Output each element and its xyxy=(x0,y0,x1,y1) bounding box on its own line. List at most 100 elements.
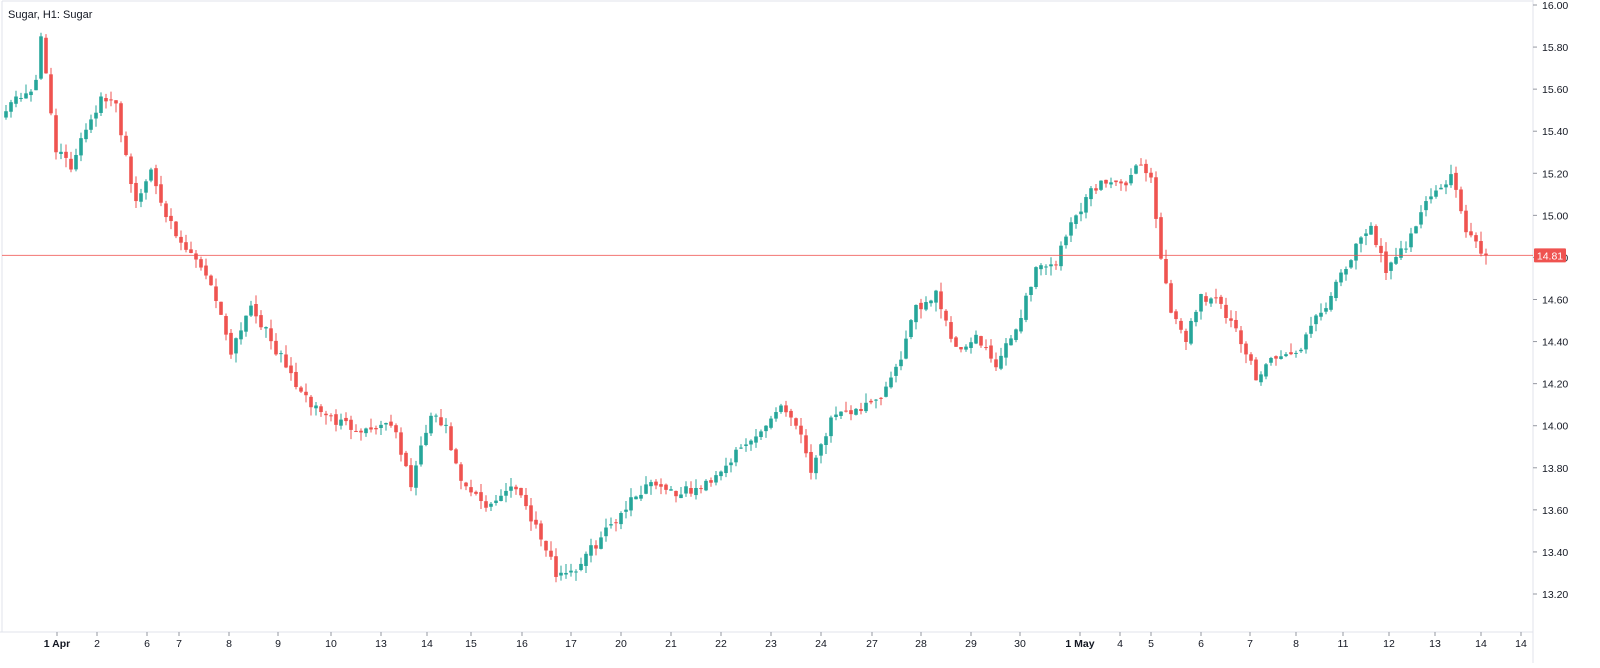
x-tick-label: 5 xyxy=(1148,638,1154,650)
x-tick-label: 21 xyxy=(665,638,677,650)
candle-body xyxy=(1364,233,1368,236)
candle-body xyxy=(1094,188,1098,191)
candle-body xyxy=(1229,318,1233,321)
last-price-tag xyxy=(1534,248,1566,263)
candle-body xyxy=(1149,172,1153,178)
candle-body xyxy=(329,415,333,417)
candle-body xyxy=(724,465,728,474)
candle-body xyxy=(484,501,488,508)
candle-body xyxy=(944,310,948,321)
candle-body xyxy=(1399,248,1403,258)
candle-body xyxy=(64,151,68,158)
candle-body xyxy=(544,540,548,551)
candle-body xyxy=(924,302,928,310)
x-tick-label: 6 xyxy=(144,638,150,650)
candle-body xyxy=(229,332,233,355)
candle-body xyxy=(1124,182,1128,186)
candle-body xyxy=(519,487,523,496)
candle-body xyxy=(449,426,453,451)
candle-body xyxy=(799,425,803,435)
candle-body xyxy=(919,302,923,310)
candle-body xyxy=(1464,210,1468,233)
candle-body xyxy=(1384,251,1388,273)
candle-body xyxy=(1294,352,1298,354)
candle-body xyxy=(1224,304,1228,319)
candle-body xyxy=(1219,296,1223,304)
candle-body xyxy=(1209,298,1213,304)
candle-body xyxy=(69,158,73,170)
candle-body xyxy=(764,425,768,432)
candle-body xyxy=(789,410,793,418)
candle-body xyxy=(1404,248,1408,250)
candle-body xyxy=(1409,233,1413,248)
x-tick-label: 17 xyxy=(565,638,577,650)
x-tick-label: 22 xyxy=(715,638,727,650)
candle-body xyxy=(1189,320,1193,344)
candle-body xyxy=(339,419,343,426)
candle-body xyxy=(469,487,473,493)
candle-body xyxy=(264,327,268,329)
candle-body xyxy=(649,482,653,487)
candle-body xyxy=(1019,318,1023,332)
candle-body xyxy=(1429,196,1433,200)
x-tick-label: 8 xyxy=(1293,638,1299,650)
candle-body xyxy=(1299,349,1303,352)
candle-body xyxy=(1244,343,1248,355)
candle-body xyxy=(1119,181,1123,184)
candle-body xyxy=(934,290,938,303)
candle-body xyxy=(294,371,298,388)
candle-body xyxy=(289,365,293,374)
candle-body xyxy=(559,572,563,576)
candle-body xyxy=(659,484,663,487)
candle-body xyxy=(234,338,238,354)
candle-body xyxy=(139,193,143,202)
x-tick-label: 29 xyxy=(965,638,977,650)
candle-body xyxy=(14,96,18,104)
candle-body xyxy=(274,340,278,355)
candle-body xyxy=(1064,236,1068,246)
candle-body xyxy=(554,556,558,577)
candle-body xyxy=(874,399,878,401)
candle-body xyxy=(239,330,243,340)
candle-body xyxy=(609,524,613,526)
candle-body xyxy=(219,301,223,315)
last-price-label: 14.81 xyxy=(1537,250,1563,262)
candle-body xyxy=(359,430,363,433)
candle-body xyxy=(1459,189,1463,212)
candle-body xyxy=(894,366,898,376)
candle-body xyxy=(1344,268,1348,275)
candle-body xyxy=(534,519,538,525)
candle-body xyxy=(379,424,383,429)
candle-body xyxy=(589,545,593,556)
candle-body xyxy=(1194,311,1198,323)
candle-body xyxy=(224,316,228,335)
candle-body xyxy=(369,427,373,430)
candle-body xyxy=(1114,180,1118,183)
candle-body xyxy=(429,415,433,434)
candle-body xyxy=(879,397,883,399)
x-tick-label: 16 xyxy=(516,638,528,650)
candle-body xyxy=(214,286,218,301)
y-tick-label: 13.80 xyxy=(1542,463,1568,475)
candle-body xyxy=(619,513,623,525)
x-tick-label: 11 xyxy=(1338,638,1349,650)
candle-body xyxy=(334,414,338,425)
candle-body xyxy=(569,570,573,573)
candle-body xyxy=(929,300,933,304)
candle-body xyxy=(704,480,708,491)
candle-body xyxy=(349,419,353,430)
x-tick-label: 13 xyxy=(1429,638,1441,650)
candle-body xyxy=(89,119,93,130)
candle-body xyxy=(144,181,148,193)
y-tick-label: 13.20 xyxy=(1542,589,1568,601)
candle-body xyxy=(1059,245,1063,267)
candle-body xyxy=(1284,354,1288,357)
candle-body xyxy=(1354,243,1358,261)
candle-body xyxy=(194,253,198,260)
candle-body xyxy=(254,303,258,317)
x-tick-label: 14 xyxy=(1515,638,1527,650)
candle-body xyxy=(174,221,178,237)
candle-body xyxy=(99,96,103,113)
